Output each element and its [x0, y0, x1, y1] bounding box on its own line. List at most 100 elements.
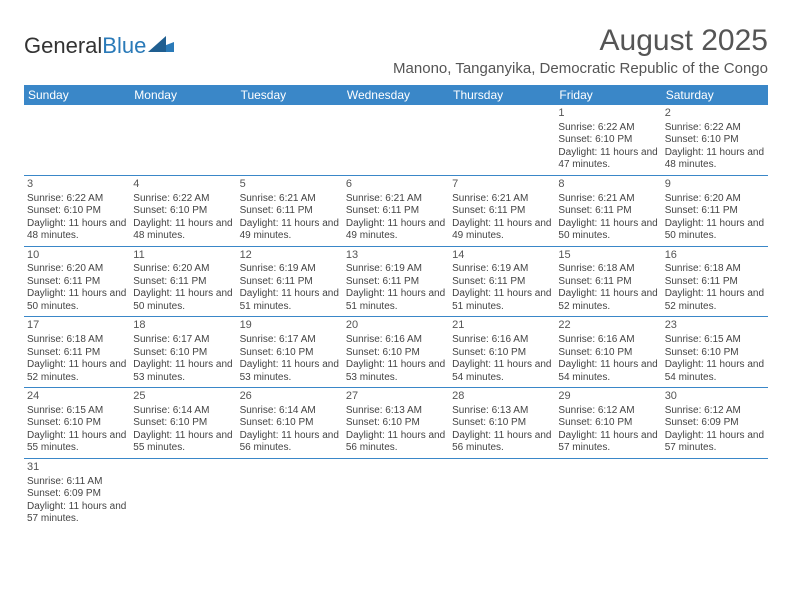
weeks-container: 1Sunrise: 6:22 AMSunset: 6:10 PMDaylight…: [24, 105, 768, 529]
header: GeneralBlue August 2025 Manono, Tanganyi…: [24, 24, 768, 77]
day-header-cell: Wednesday: [343, 85, 449, 105]
day-cell: 15Sunrise: 6:18 AMSunset: 6:11 PMDayligh…: [555, 247, 661, 317]
sunset-line: Sunset: 6:09 PM: [27, 488, 127, 501]
sunset-line: Sunset: 6:10 PM: [346, 347, 446, 360]
sunrise-line: Sunrise: 6:17 AM: [240, 334, 340, 347]
daylight-line: Daylight: 11 hours and 53 minutes.: [346, 359, 446, 384]
daylight-line: Daylight: 11 hours and 49 minutes.: [346, 218, 446, 243]
sunrise-line: Sunrise: 6:12 AM: [558, 405, 658, 418]
sunset-line: Sunset: 6:11 PM: [558, 205, 658, 218]
sunrise-line: Sunrise: 6:21 AM: [240, 193, 340, 206]
day-number: 24: [27, 390, 127, 404]
daylight-line: Daylight: 11 hours and 57 minutes.: [665, 430, 765, 455]
sunrise-line: Sunrise: 6:19 AM: [240, 263, 340, 276]
day-cell: 4Sunrise: 6:22 AMSunset: 6:10 PMDaylight…: [130, 176, 236, 246]
sunrise-line: Sunrise: 6:16 AM: [558, 334, 658, 347]
day-cell: 1Sunrise: 6:22 AMSunset: 6:10 PMDaylight…: [555, 105, 661, 175]
sunset-line: Sunset: 6:10 PM: [665, 134, 765, 147]
daylight-line: Daylight: 11 hours and 54 minutes.: [452, 359, 552, 384]
sunrise-line: Sunrise: 6:11 AM: [27, 476, 127, 489]
day-number: 19: [240, 319, 340, 333]
daylight-line: Daylight: 11 hours and 55 minutes.: [133, 430, 233, 455]
sunset-line: Sunset: 6:11 PM: [27, 276, 127, 289]
sunset-line: Sunset: 6:11 PM: [452, 205, 552, 218]
day-number: 4: [133, 178, 233, 192]
day-number: 6: [346, 178, 446, 192]
daylight-line: Daylight: 11 hours and 53 minutes.: [133, 359, 233, 384]
day-number: 3: [27, 178, 127, 192]
sunset-line: Sunset: 6:10 PM: [27, 205, 127, 218]
daylight-line: Daylight: 11 hours and 56 minutes.: [346, 430, 446, 455]
week-row: 1Sunrise: 6:22 AMSunset: 6:10 PMDaylight…: [24, 105, 768, 176]
month-title: August 2025: [393, 24, 768, 58]
day-cell-empty: [343, 459, 449, 529]
sunrise-line: Sunrise: 6:21 AM: [558, 193, 658, 206]
day-number: 31: [27, 461, 127, 475]
daylight-line: Daylight: 11 hours and 50 minutes.: [133, 288, 233, 313]
sunrise-line: Sunrise: 6:20 AM: [665, 193, 765, 206]
sunset-line: Sunset: 6:11 PM: [346, 276, 446, 289]
sunset-line: Sunset: 6:10 PM: [452, 347, 552, 360]
daylight-line: Daylight: 11 hours and 56 minutes.: [240, 430, 340, 455]
sunset-line: Sunset: 6:10 PM: [240, 347, 340, 360]
sunrise-line: Sunrise: 6:13 AM: [452, 405, 552, 418]
sunset-line: Sunset: 6:11 PM: [240, 205, 340, 218]
day-cell: 29Sunrise: 6:12 AMSunset: 6:10 PMDayligh…: [555, 388, 661, 458]
week-row: 10Sunrise: 6:20 AMSunset: 6:11 PMDayligh…: [24, 247, 768, 318]
week-row: 24Sunrise: 6:15 AMSunset: 6:10 PMDayligh…: [24, 388, 768, 459]
sunset-line: Sunset: 6:10 PM: [240, 417, 340, 430]
daylight-line: Daylight: 11 hours and 57 minutes.: [27, 501, 127, 526]
day-cell: 6Sunrise: 6:21 AMSunset: 6:11 PMDaylight…: [343, 176, 449, 246]
sunrise-line: Sunrise: 6:16 AM: [346, 334, 446, 347]
day-cell: 25Sunrise: 6:14 AMSunset: 6:10 PMDayligh…: [130, 388, 236, 458]
sunset-line: Sunset: 6:11 PM: [665, 276, 765, 289]
day-cell-empty: [24, 105, 130, 175]
daylight-line: Daylight: 11 hours and 52 minutes.: [558, 288, 658, 313]
day-cell: 26Sunrise: 6:14 AMSunset: 6:10 PMDayligh…: [237, 388, 343, 458]
day-cell-empty: [237, 459, 343, 529]
day-cell: 22Sunrise: 6:16 AMSunset: 6:10 PMDayligh…: [555, 317, 661, 387]
day-number: 23: [665, 319, 765, 333]
day-cell: 10Sunrise: 6:20 AMSunset: 6:11 PMDayligh…: [24, 247, 130, 317]
sunset-line: Sunset: 6:09 PM: [665, 417, 765, 430]
day-number: 28: [452, 390, 552, 404]
sunset-line: Sunset: 6:11 PM: [27, 347, 127, 360]
sunrise-line: Sunrise: 6:16 AM: [452, 334, 552, 347]
day-number: 17: [27, 319, 127, 333]
day-cell: 8Sunrise: 6:21 AMSunset: 6:11 PMDaylight…: [555, 176, 661, 246]
day-number: 10: [27, 249, 127, 263]
sunset-line: Sunset: 6:10 PM: [558, 347, 658, 360]
daylight-line: Daylight: 11 hours and 48 minutes.: [27, 218, 127, 243]
day-number: 13: [346, 249, 446, 263]
day-cell-empty: [662, 459, 768, 529]
daylight-line: Daylight: 11 hours and 54 minutes.: [665, 359, 765, 384]
location: Manono, Tanganyika, Democratic Republic …: [393, 60, 768, 77]
day-number: 14: [452, 249, 552, 263]
day-header-cell: Thursday: [449, 85, 555, 105]
day-cell: 7Sunrise: 6:21 AMSunset: 6:11 PMDaylight…: [449, 176, 555, 246]
day-cell-empty: [130, 105, 236, 175]
day-number: 20: [346, 319, 446, 333]
daylight-line: Daylight: 11 hours and 57 minutes.: [558, 430, 658, 455]
day-cell: 11Sunrise: 6:20 AMSunset: 6:11 PMDayligh…: [130, 247, 236, 317]
day-number: 22: [558, 319, 658, 333]
day-cell: 21Sunrise: 6:16 AMSunset: 6:10 PMDayligh…: [449, 317, 555, 387]
sunrise-line: Sunrise: 6:22 AM: [665, 122, 765, 135]
day-cell: 30Sunrise: 6:12 AMSunset: 6:09 PMDayligh…: [662, 388, 768, 458]
day-header-cell: Sunday: [24, 85, 130, 105]
sunset-line: Sunset: 6:10 PM: [558, 134, 658, 147]
day-number: 8: [558, 178, 658, 192]
daylight-line: Daylight: 11 hours and 52 minutes.: [27, 359, 127, 384]
day-cell: 18Sunrise: 6:17 AMSunset: 6:10 PMDayligh…: [130, 317, 236, 387]
daylight-line: Daylight: 11 hours and 48 minutes.: [133, 218, 233, 243]
sunset-line: Sunset: 6:11 PM: [346, 205, 446, 218]
daylight-line: Daylight: 11 hours and 56 minutes.: [452, 430, 552, 455]
sunset-line: Sunset: 6:11 PM: [452, 276, 552, 289]
sunrise-line: Sunrise: 6:18 AM: [27, 334, 127, 347]
sunrise-line: Sunrise: 6:12 AM: [665, 405, 765, 418]
sunrise-line: Sunrise: 6:19 AM: [452, 263, 552, 276]
day-number: 25: [133, 390, 233, 404]
day-number: 7: [452, 178, 552, 192]
daylight-line: Daylight: 11 hours and 53 minutes.: [240, 359, 340, 384]
day-number: 21: [452, 319, 552, 333]
